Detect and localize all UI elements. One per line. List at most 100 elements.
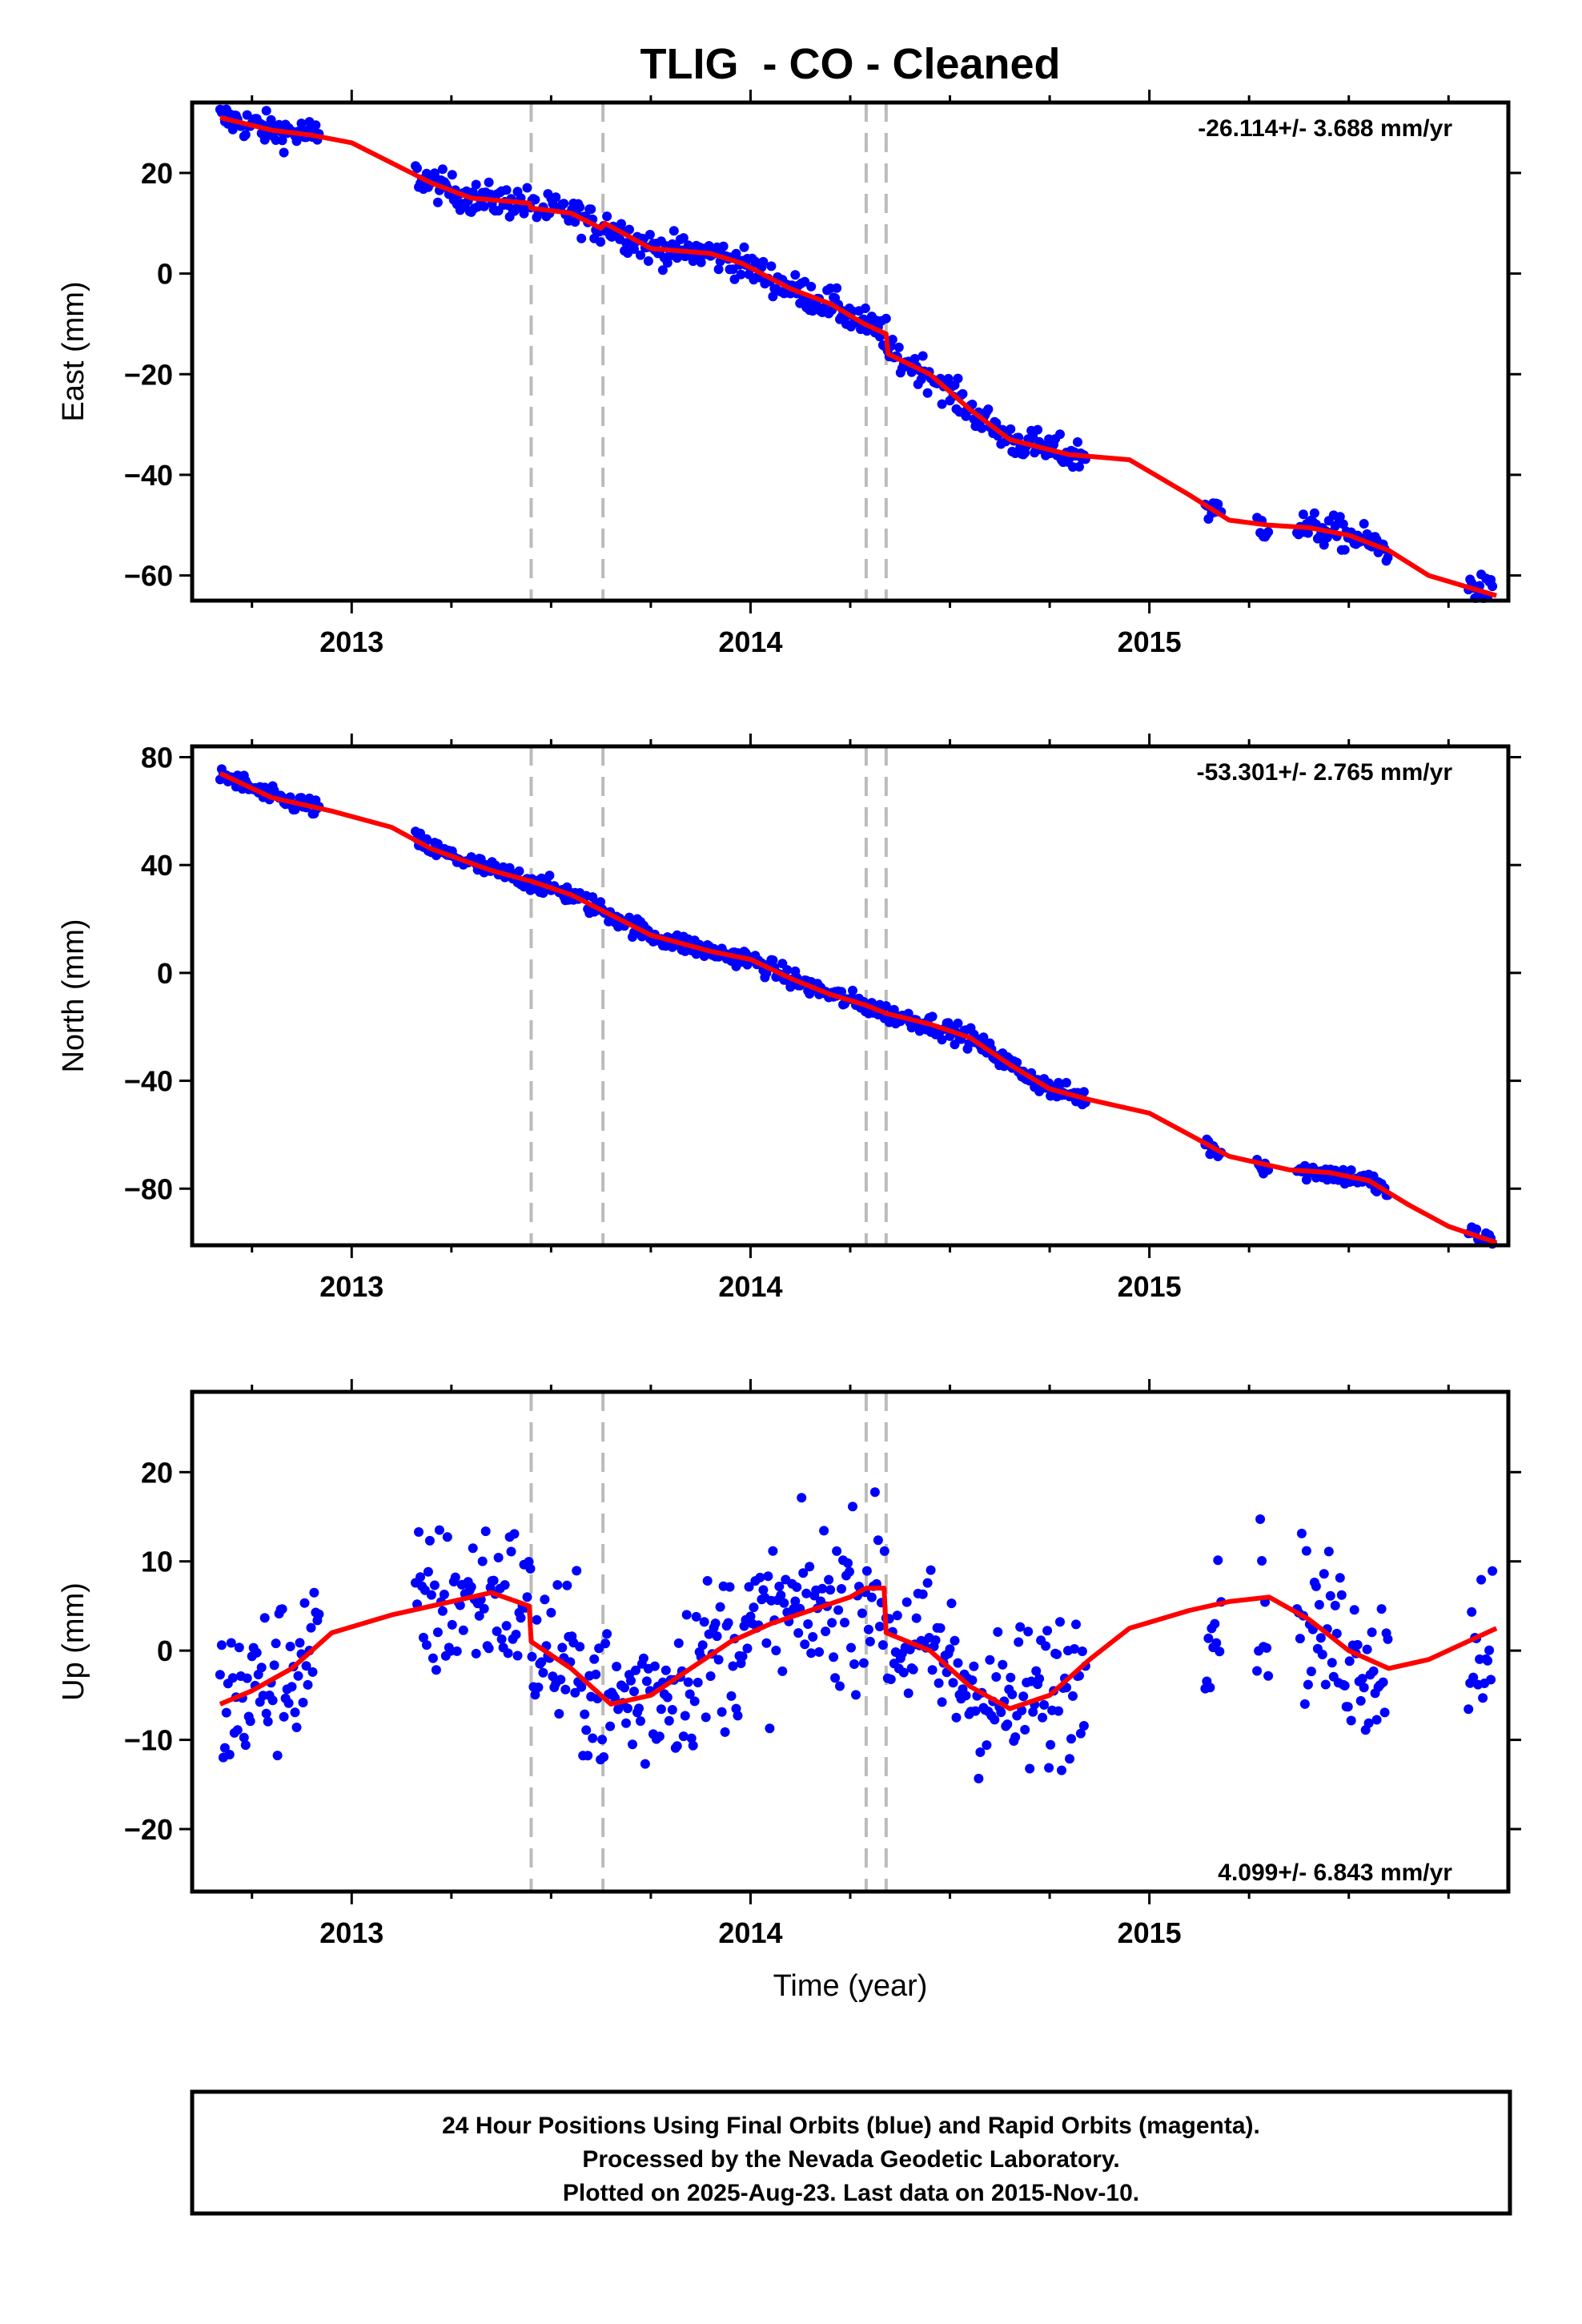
- data-point: [898, 1667, 909, 1678]
- x-tick-label: 2013: [319, 625, 383, 658]
- data-point: [661, 1665, 671, 1675]
- data-point: [1074, 461, 1084, 472]
- data-point: [1073, 437, 1082, 447]
- data-point: [216, 1640, 227, 1651]
- data-point: [927, 1011, 938, 1022]
- data-point: [803, 1619, 813, 1629]
- data-point: [488, 1575, 499, 1586]
- y-tick-label: −10: [124, 1724, 173, 1757]
- data-point: [1014, 1637, 1024, 1647]
- data-point: [1252, 1666, 1263, 1676]
- data-point: [1376, 1604, 1387, 1614]
- data-point: [540, 1594, 550, 1605]
- data-point: [983, 404, 994, 414]
- data-point: [1327, 1658, 1337, 1668]
- data-point: [581, 1725, 592, 1735]
- data-point: [749, 1602, 759, 1613]
- data-point: [559, 199, 569, 209]
- data-point: [631, 1665, 640, 1675]
- model-line: [219, 770, 1498, 1245]
- data-point: [712, 1631, 722, 1642]
- data-point: [1301, 1546, 1311, 1556]
- data-point: [285, 1642, 295, 1651]
- data-point: [705, 1671, 716, 1681]
- data-point: [715, 1602, 725, 1612]
- data-point: [533, 1683, 544, 1692]
- data-point: [525, 1563, 536, 1574]
- data-point: [434, 1525, 444, 1535]
- data-point: [702, 1576, 713, 1586]
- data-point: [620, 1683, 629, 1693]
- data-point: [1263, 1671, 1274, 1681]
- figure-title: TLIG - CO - Cleaned: [640, 40, 1060, 88]
- data-point: [432, 1627, 443, 1638]
- data-point: [832, 283, 842, 293]
- data-point: [1054, 1706, 1064, 1716]
- data-point: [998, 1659, 1008, 1670]
- data-point: [953, 1658, 963, 1668]
- data-point: [667, 1705, 677, 1715]
- data-point: [768, 1546, 778, 1556]
- data-point: [644, 230, 655, 239]
- data-point: [307, 1667, 318, 1677]
- data-point: [1378, 1677, 1388, 1687]
- data-point: [570, 1687, 580, 1698]
- data-point: [1002, 1719, 1013, 1730]
- data-point: [951, 1712, 962, 1723]
- data-point: [640, 1759, 650, 1769]
- data-point: [293, 1671, 303, 1681]
- data-point: [1210, 1618, 1220, 1629]
- data-point: [723, 1618, 733, 1628]
- data-point: [755, 1572, 765, 1582]
- data-point: [458, 1625, 468, 1635]
- data-point: [866, 1592, 877, 1602]
- data-point: [977, 423, 987, 433]
- data-point: [516, 1613, 526, 1623]
- data-point: [428, 1653, 438, 1663]
- data-point: [1263, 527, 1274, 537]
- data-point: [562, 1580, 572, 1590]
- data-point: [1319, 1569, 1329, 1579]
- rate-label: -26.114+/- 3.688 mm/yr: [1198, 115, 1452, 142]
- data-point: [309, 1587, 319, 1598]
- data-point: [1296, 1528, 1307, 1538]
- model-line: [219, 1586, 1498, 1711]
- data-point: [636, 250, 645, 260]
- data-point: [612, 1662, 622, 1671]
- data-point: [509, 1529, 520, 1539]
- data-point: [519, 208, 529, 219]
- data-point: [948, 1678, 958, 1688]
- data-point: [860, 304, 870, 313]
- data-point: [697, 1640, 708, 1651]
- data-point: [930, 1635, 941, 1646]
- data-point: [466, 1582, 476, 1592]
- rate-label: 4.099+/- 6.843 mm/yr: [1218, 1860, 1452, 1886]
- data-point: [234, 1642, 244, 1653]
- data-point: [1257, 1556, 1267, 1566]
- data-point: [686, 1733, 697, 1743]
- data-point: [1065, 1754, 1074, 1764]
- data-point: [1078, 1087, 1089, 1097]
- data-point: [1066, 1734, 1076, 1744]
- data-point: [1335, 1573, 1345, 1583]
- data-point: [479, 201, 489, 211]
- data-point: [1215, 1647, 1225, 1657]
- data-point: [967, 1675, 978, 1686]
- data-point: [1031, 1666, 1042, 1676]
- data-point: [779, 1598, 789, 1608]
- data-point: [468, 187, 478, 197]
- data-point: [733, 1711, 743, 1721]
- data-point: [500, 1580, 510, 1590]
- up-panel: 2013 2014 2015 −20 −10 0 10 20 Up (mm) 4.099+/- 6…: [57, 1379, 1521, 1949]
- footer-line-3: Plotted on 2025-Aug-23. Last data on 201…: [563, 2180, 1139, 2206]
- data-point: [1299, 1699, 1310, 1709]
- data-point: [1362, 1644, 1372, 1655]
- data-point: [1325, 1590, 1335, 1601]
- data-point: [1330, 1600, 1340, 1610]
- data-point: [726, 1691, 737, 1701]
- data-point: [1472, 1224, 1482, 1234]
- data-point: [901, 1597, 912, 1607]
- data-point: [628, 1739, 637, 1750]
- data-point: [600, 1638, 611, 1649]
- data-point: [239, 1732, 249, 1743]
